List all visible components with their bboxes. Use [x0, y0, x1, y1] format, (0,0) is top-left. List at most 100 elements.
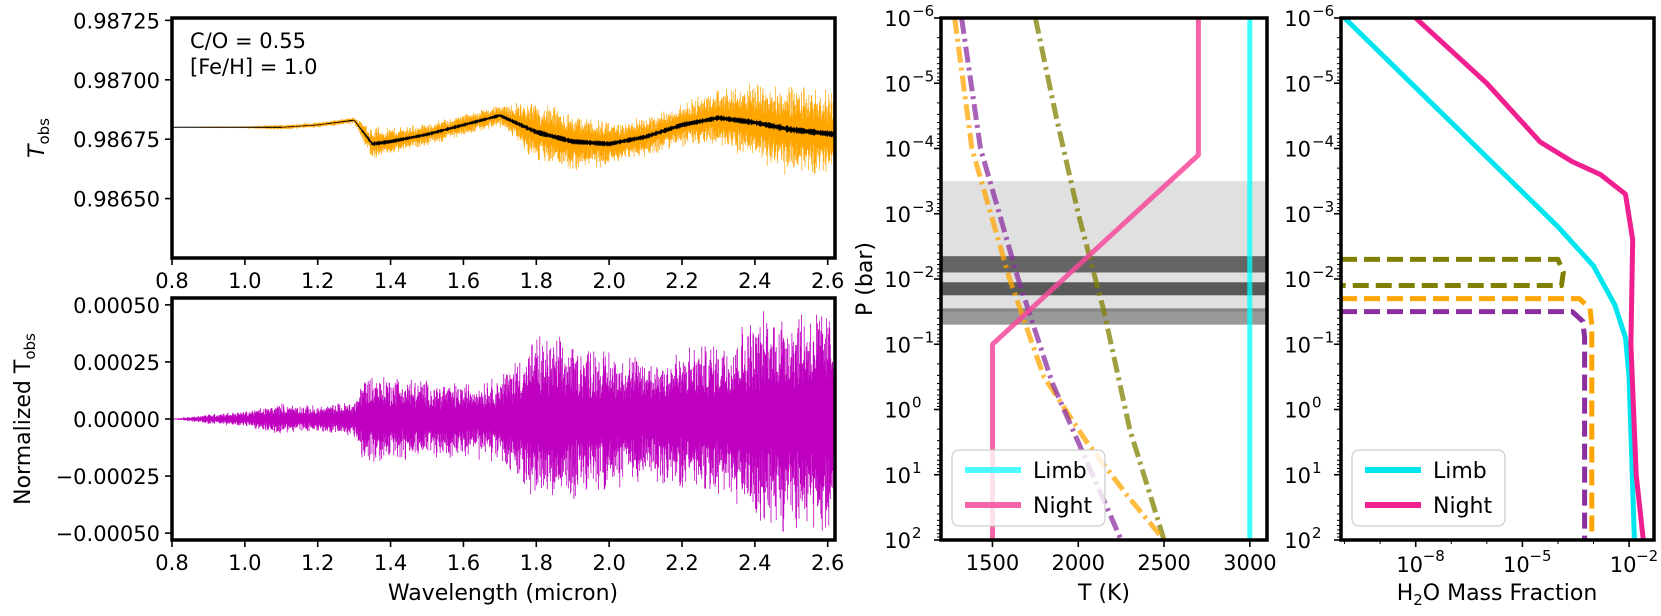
h2o-ytick-label: 10	[1284, 333, 1311, 357]
tl-ticks: 0.8 1.0 1.2 1.4 1.6 1.8 2.0 2.2 2.4 2.6 0.98650 0.9…	[73, 9, 844, 293]
h2o-xlabel-rest: O Mass Fraction	[1423, 581, 1598, 606]
pt-ytick-label: 10	[884, 464, 911, 488]
bl-xtick-label: 1.2	[301, 551, 334, 575]
tl-plot-area	[172, 83, 835, 175]
pt-ytick-exponent: −4	[912, 133, 934, 151]
bl-xtick-label: 1.4	[374, 551, 407, 575]
pt-ytick-label: 10	[884, 138, 911, 162]
bl-frame	[170, 296, 837, 542]
h2o-series-night	[1414, 18, 1646, 540]
h2o-legend: Limb Night	[1351, 449, 1506, 527]
h2o-xlabel: H2O Mass Fraction	[1397, 581, 1598, 609]
tl-xtick-label: 1.6	[447, 269, 480, 293]
h2o-xlabel-main: H	[1397, 581, 1414, 606]
h2o-xtick-label: 10	[1610, 553, 1637, 577]
bl-xtick-label: 2.0	[592, 551, 625, 575]
pt-shaded-band	[941, 256, 1267, 273]
pt-xlabel: T (K)	[1077, 581, 1130, 606]
h2o-xlabel-sub: 2	[1413, 591, 1423, 609]
pt-series-night	[990, 18, 1201, 540]
tl-ylabel: Tobs	[25, 118, 53, 158]
bl-ticks: 0.8 1.0 1.2 1.4 1.6 1.8 2.0 2.2 2.4 2.6 0.00050 0.0…	[56, 294, 845, 575]
panel-pt-profile: 1500 2000 2500 300010−610−510−410−310−210−1…	[853, 2, 1277, 606]
h2o-ytick-label: 10	[1284, 203, 1311, 227]
tl-ylabel-sub: obs	[35, 118, 53, 145]
bl-ytick-label: −0.00025	[56, 465, 160, 489]
pt-ytick-label: 10	[884, 7, 911, 31]
pt-ytick-label: 10	[884, 399, 911, 423]
tl-ytick-label: 0.98650	[73, 188, 160, 212]
tl-xtick-label: 2.4	[738, 269, 771, 293]
bl-ytick-label: −0.00050	[56, 522, 160, 546]
pt-xtick-label: 2000	[1052, 551, 1105, 575]
pt-ytick-label: 10	[884, 268, 911, 292]
h2o-plot-area	[1341, 18, 1646, 540]
h2o-ytick-label: 10	[1284, 138, 1311, 162]
bl-xtick-label: 1.0	[228, 551, 261, 575]
bl-xtick-label: 2.6	[811, 551, 844, 575]
h2o-ytick-label: 10	[1284, 529, 1311, 553]
panel-bottom-left: 0.8 1.0 1.2 1.4 1.6 1.8 2.0 2.2 2.4 2.6 0.00050 0.0…	[11, 294, 844, 606]
tl-ytick-label: 0.98675	[73, 128, 160, 152]
h2o-xtick-exponent: −8	[1423, 547, 1445, 565]
bl-ylabel-sub: obs	[21, 333, 39, 360]
bl-xtick-label: 1.8	[520, 551, 553, 575]
h2o-ytick-label: 10	[1284, 399, 1311, 423]
h2o-series-model-4	[1341, 309, 1588, 540]
h2o-ytick-label: 10	[1284, 72, 1311, 96]
pt-ticks: 1500 2000 2500 300010−610−510−410−310−210−1…	[884, 2, 1276, 575]
bl-xtick-label: 0.8	[155, 551, 188, 575]
tl-xtick-label: 1.2	[301, 269, 334, 293]
pt-shaded-band	[941, 282, 1267, 296]
h2o-legend-night-label: Night	[1433, 494, 1492, 519]
pt-ytick-label: 10	[884, 203, 911, 227]
h2o-ytick-label: 10	[1284, 7, 1311, 31]
bl-ylabel-main: Normalized T	[11, 359, 36, 505]
h2o-ytick-exponent: −2	[1312, 263, 1334, 281]
pt-series-model-2	[1032, 18, 1167, 540]
pt-ytick-exponent: −1	[912, 328, 934, 346]
pt-ytick-label: 10	[884, 72, 911, 96]
pt-ylabel: P (bar)	[853, 242, 878, 316]
h2o-frame	[1339, 16, 1656, 542]
tl-ytick-label: 0.98700	[73, 69, 160, 93]
pt-ytick-exponent: −5	[912, 67, 934, 85]
h2o-legend-limb-label: Limb	[1433, 459, 1487, 484]
pt-legend: Limb Night	[951, 449, 1106, 527]
tl-ylabel-main: T	[25, 143, 50, 158]
h2o-ytick-exponent: 0	[1312, 394, 1322, 412]
tl-frame	[170, 16, 837, 260]
bl-ytick-label: 0.00025	[73, 351, 160, 375]
h2o-xtick-label: 10	[1503, 553, 1530, 577]
tl-xtick-label: 2.0	[592, 269, 625, 293]
h2o-series-model-2	[1341, 256, 1566, 288]
h2o-xtick-label: 10	[1396, 553, 1423, 577]
pt-ytick-exponent: 0	[912, 394, 922, 412]
pt-ytick-label: 10	[884, 529, 911, 553]
pt-xtick-label: 2500	[1137, 551, 1190, 575]
panel-top-left: 0.8 1.0 1.2 1.4 1.6 1.8 2.0 2.2 2.4 2.6 0.98650 0.9…	[25, 9, 844, 293]
tl-xtick-label: 1.0	[228, 269, 261, 293]
h2o-ytick-label: 10	[1284, 464, 1311, 488]
bl-plot-area	[172, 311, 835, 532]
bl-xlabel: Wavelength (micron)	[388, 581, 618, 606]
h2o-ytick-label: 10	[1284, 268, 1311, 292]
tl-xtick-label: 0.8	[155, 269, 188, 293]
pt-ytick-exponent: −6	[912, 2, 934, 20]
panel-h2o-profile: 10 −8 10 −5 10 −210 −610 −510 −410 −310 −210 −110 01…	[1284, 2, 1658, 609]
bl-ytick-label: 0.00050	[73, 294, 160, 318]
pt-legend-night-label: Night	[1033, 494, 1092, 519]
annotation-metallicity: [Fe/H] = 1.0	[190, 55, 317, 79]
h2o-ytick-exponent: 1	[1312, 459, 1322, 477]
h2o-ytick-exponent: 2	[1312, 524, 1322, 542]
h2o-ytick-exponent: −4	[1312, 133, 1334, 151]
tl-xtick-label: 1.4	[374, 269, 407, 293]
pt-ytick-exponent: −2	[912, 263, 934, 281]
h2o-series-limb	[1342, 18, 1637, 540]
pt-ytick-exponent: 2	[912, 524, 922, 542]
pt-frame	[939, 16, 1269, 542]
bl-ylabel: Normalized Tobs	[11, 333, 39, 505]
pt-xtick-label: 1500	[966, 551, 1019, 575]
h2o-ytick-exponent: −6	[1312, 2, 1334, 20]
